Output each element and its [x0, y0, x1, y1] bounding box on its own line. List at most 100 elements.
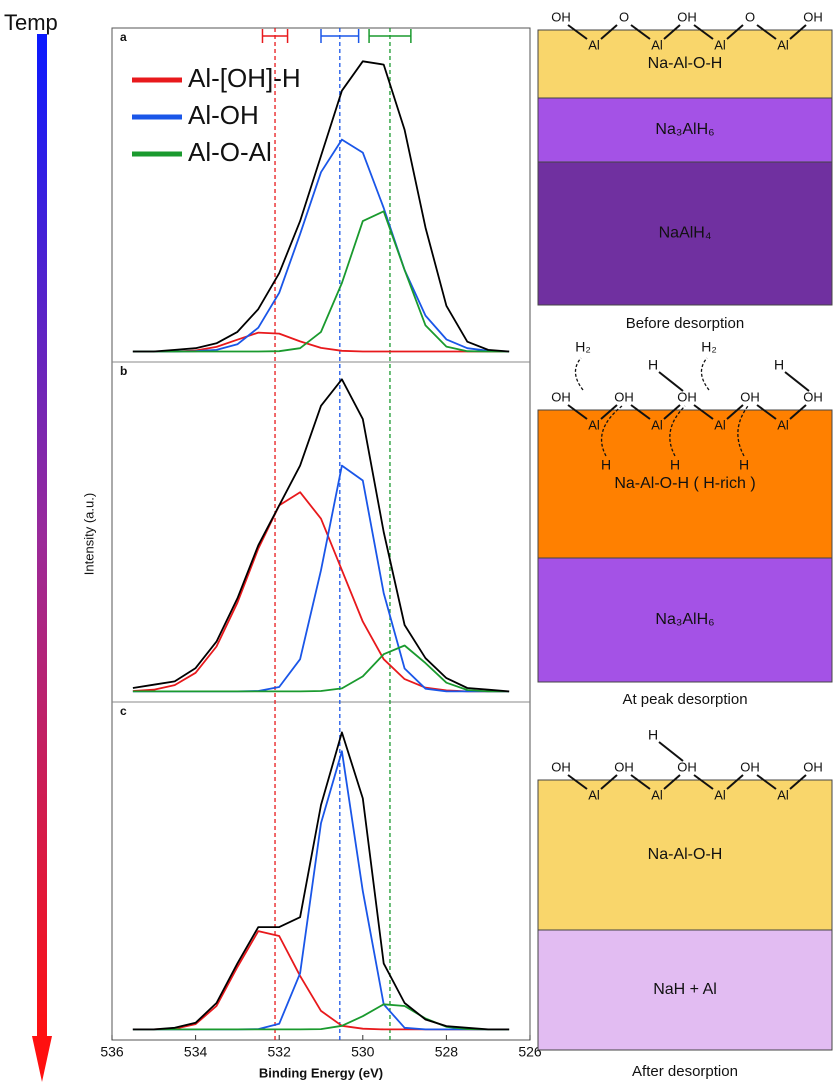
panel-label: c	[120, 704, 127, 718]
bond	[630, 774, 651, 790]
bond	[567, 24, 588, 40]
bond	[693, 404, 714, 420]
panel-label: a	[120, 30, 127, 44]
layer-label: Na₃AlH₆	[655, 611, 714, 628]
surface-atom: OH	[677, 389, 697, 404]
x-tick-label: 530	[351, 1044, 375, 1060]
bond	[600, 774, 618, 790]
layer-label: NaH + Al	[653, 981, 717, 998]
bond	[756, 404, 777, 420]
surface-atom: OH	[803, 389, 823, 404]
surface-atom: Al	[714, 37, 726, 52]
bond	[784, 371, 810, 392]
spectrum	[132, 731, 510, 1031]
bonded-h: H	[648, 357, 658, 373]
layer-label: NaAlH₄	[659, 225, 712, 242]
desorption-arrow	[700, 357, 710, 391]
diagram-caption: After desorption	[632, 1063, 738, 1080]
bond	[693, 24, 714, 40]
bond	[658, 741, 684, 762]
surface-atom: Al	[588, 37, 600, 52]
desorption-arrow	[574, 357, 584, 391]
surface-atom: OH	[551, 389, 571, 404]
layer-label: Na₃AlH₆	[655, 121, 714, 138]
bond	[756, 774, 777, 790]
surface-atom: OH	[551, 759, 571, 774]
layer-label: Na-Al-O-H	[648, 846, 723, 863]
surface-atom: Al	[651, 37, 663, 52]
fit-curve	[132, 750, 510, 1031]
surface-atom: OH	[803, 9, 823, 24]
bond	[600, 24, 618, 40]
temp-arrow-shaft	[37, 34, 47, 1039]
released-h2: H₂	[575, 339, 591, 355]
y-axis-label: Intensity (a.u.)	[81, 493, 96, 575]
surface-atom: OH	[551, 9, 571, 24]
x-tick-label: 528	[435, 1044, 459, 1060]
x-tick-label: 534	[184, 1044, 208, 1060]
surface-atom: OH	[740, 759, 760, 774]
diagram-caption: At peak desorption	[622, 691, 747, 708]
spectrum	[132, 378, 510, 693]
fit-curve	[132, 464, 510, 693]
surface-atom: OH	[803, 759, 823, 774]
released-h2: H₂	[701, 339, 717, 355]
bond	[630, 24, 651, 40]
bond	[567, 404, 588, 420]
bond	[567, 774, 588, 790]
bond	[663, 404, 681, 420]
layer	[537, 409, 833, 559]
legend-label: Al-[OH]-H	[188, 63, 301, 93]
surface-atom: OH	[614, 759, 634, 774]
layer	[537, 97, 833, 163]
fit-curve	[132, 930, 510, 1031]
surface-atom: Al	[777, 37, 789, 52]
bond	[726, 24, 744, 40]
diagram-caption: Before desorption	[626, 315, 744, 332]
migrating-h: H	[739, 457, 749, 473]
fit-curve	[132, 210, 510, 353]
bond	[789, 774, 807, 790]
layer-label: Na-Al-O-H ( H-rich )	[614, 475, 755, 492]
bond	[658, 371, 684, 392]
bond	[630, 404, 651, 420]
surface-atom: Al	[714, 787, 726, 802]
surface-atom: Al	[588, 417, 600, 432]
layer	[537, 29, 833, 99]
migrating-h: H	[601, 457, 611, 473]
surface-atom: Al	[714, 417, 726, 432]
layer	[537, 779, 833, 931]
x-axis-label: Binding Energy (eV)	[259, 1065, 383, 1080]
migration-arrow	[669, 405, 686, 457]
migration-arrow	[737, 405, 749, 457]
panel-label: b	[120, 364, 127, 378]
surface-atom: OH	[740, 389, 760, 404]
bond	[693, 774, 714, 790]
bond	[600, 404, 618, 420]
layer	[537, 929, 833, 1051]
surface-atom: Al	[588, 787, 600, 802]
fit-curve	[132, 138, 510, 353]
bonded-h: H	[648, 727, 658, 743]
temp-label: Temp	[4, 10, 58, 35]
surface-atom: Al	[777, 417, 789, 432]
legend-label: Al-O-Al	[188, 137, 272, 167]
bonded-h: H	[774, 357, 784, 373]
layer	[537, 557, 833, 683]
bond	[756, 24, 777, 40]
x-tick-label: 532	[268, 1044, 292, 1060]
bond	[789, 24, 807, 40]
surface-atom: OH	[677, 9, 697, 24]
legend-label: Al-OH	[188, 100, 259, 130]
temp-arrow-head	[32, 1036, 52, 1082]
fit-curve	[132, 491, 510, 693]
surface-atom: Al	[777, 787, 789, 802]
plot-frame	[111, 27, 531, 1041]
bond	[789, 404, 807, 420]
migration-arrow	[601, 405, 623, 457]
bond	[726, 404, 744, 420]
layer	[537, 161, 833, 306]
fit-curve	[132, 644, 510, 693]
